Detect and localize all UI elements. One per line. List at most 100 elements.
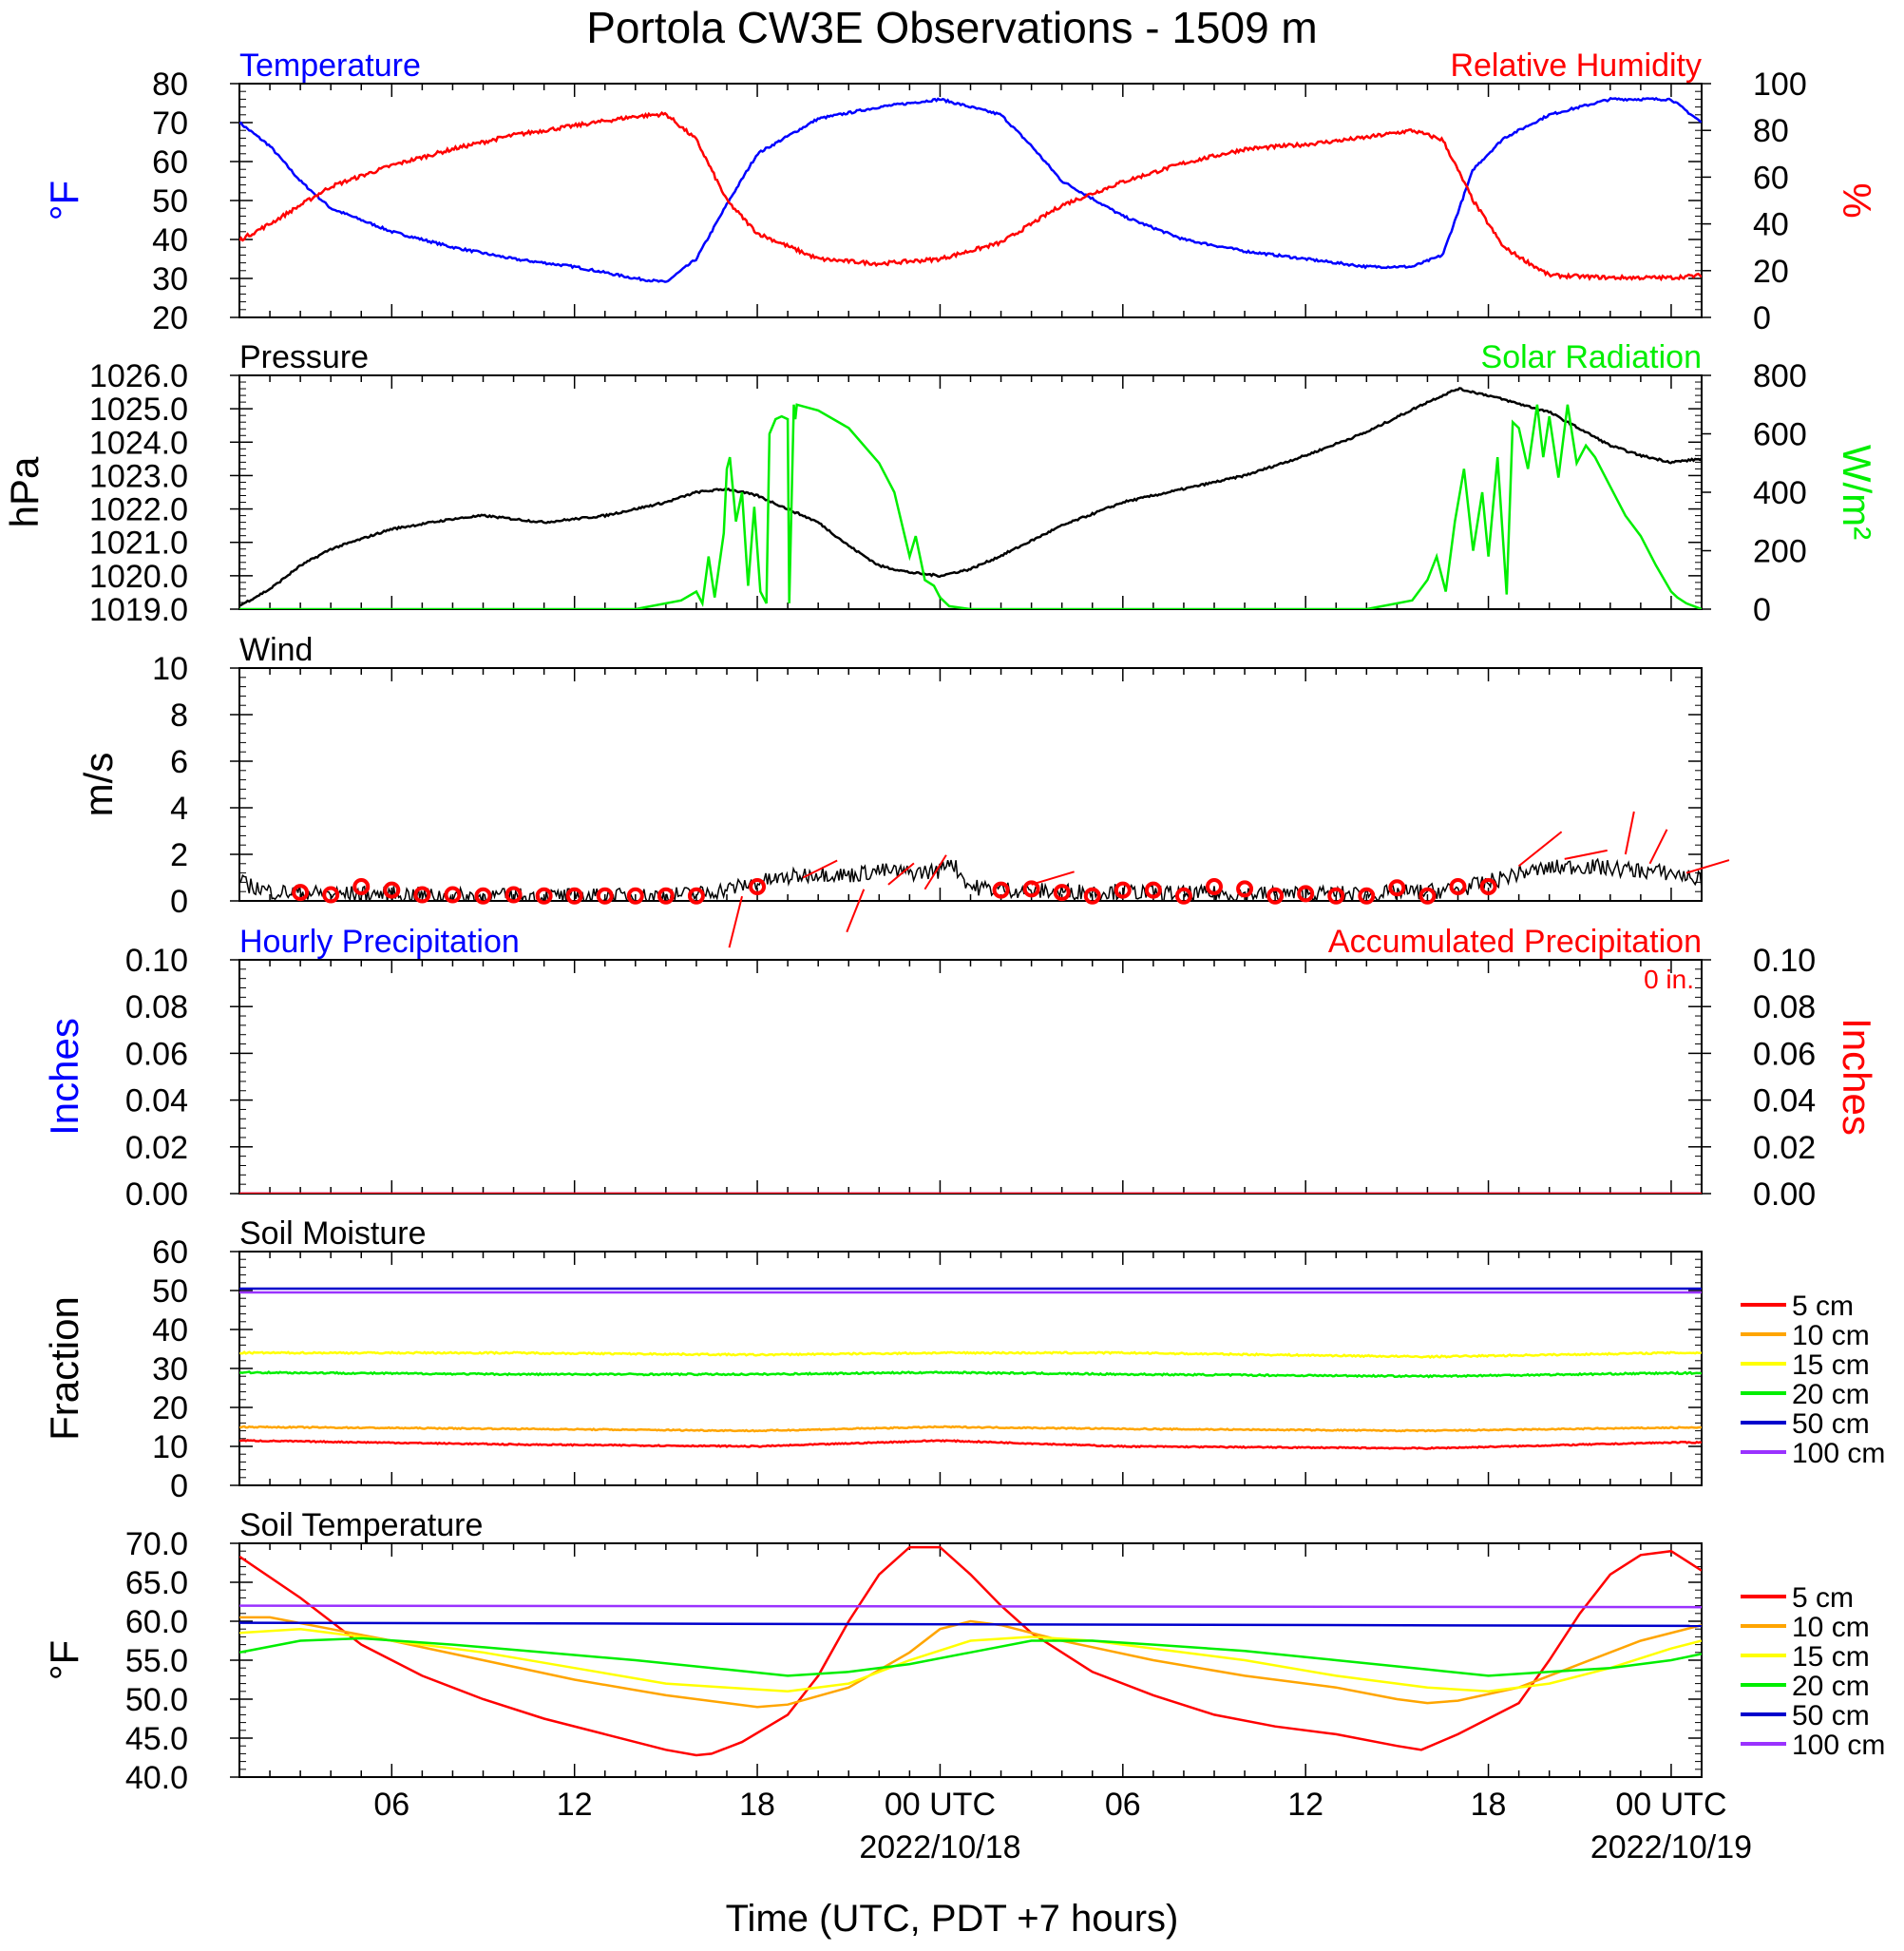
- wind-calm-circle: [992, 881, 1010, 899]
- x-tick-label: 06: [1105, 1787, 1141, 1823]
- wind-calm-circle: [1144, 881, 1162, 899]
- y-tick-label-right: 400: [1753, 475, 1807, 511]
- y-tick-label-left: 1025.0: [89, 392, 188, 428]
- y-tick-label-left: 60: [152, 1234, 188, 1271]
- y-tick-label-left: 0.02: [125, 1130, 188, 1166]
- y-tick-label-left: 1024.0: [89, 425, 188, 461]
- wind-calm-circle: [565, 887, 583, 905]
- x-axis-label: Time (UTC, PDT +7 hours): [726, 1898, 1179, 1940]
- wind-calm-circle: [413, 886, 431, 904]
- wind-calm-circle: [1358, 887, 1376, 905]
- wind-barb: [923, 854, 947, 890]
- wind-calm-circle: [749, 877, 767, 895]
- y-tick-label-left: 55.0: [125, 1643, 188, 1679]
- y-tick-label-left: 70: [152, 105, 188, 142]
- series-line-pressure: [239, 387, 1702, 607]
- wind-barb: [728, 895, 744, 948]
- x-tick-label: 00 UTC: [885, 1787, 996, 1823]
- series-line-100-cm: [239, 1604, 1702, 1609]
- series-line-10-cm: [239, 1425, 1702, 1433]
- wind-barb: [1685, 859, 1730, 874]
- y-tick-label-right: 0: [1753, 300, 1771, 336]
- wind-calm-circle: [1053, 884, 1071, 902]
- series-line-15-cm: [239, 1350, 1702, 1360]
- wind-calm-circle: [1479, 877, 1497, 895]
- y-tick-label-left: 0.04: [125, 1083, 188, 1119]
- y-tick-label-left: 50.0: [125, 1682, 188, 1718]
- panel-frame: [238, 1542, 1703, 1778]
- panel-title-left: Temperature: [239, 48, 421, 84]
- panel-title-left: Soil Moisture: [239, 1215, 427, 1252]
- legend-label: 10 cm: [1792, 1320, 1870, 1351]
- y-tick-label-right: 0: [1753, 592, 1771, 628]
- x-tick-label: 12: [557, 1787, 593, 1823]
- wind-calm-circle: [1174, 887, 1192, 905]
- y-tick-label-right: 0.10: [1753, 943, 1816, 979]
- y-tick-label-right: 0.08: [1753, 989, 1816, 1025]
- y-tick-label-left: 20: [152, 1390, 188, 1426]
- y-axis-label-left: Fraction: [42, 1296, 86, 1441]
- y-axis-label-left: °F: [42, 181, 86, 220]
- panel-title-left: Pressure: [239, 339, 369, 375]
- wind-calm-circle: [1327, 887, 1345, 905]
- y-tick-label-left: 1022.0: [89, 492, 188, 528]
- legend-label: 100 cm: [1792, 1438, 1885, 1469]
- x-tick-label: 12: [1287, 1787, 1323, 1823]
- y-axis-label-right: %: [1835, 182, 1879, 218]
- panel-frame: [238, 667, 1703, 902]
- y-tick-label-left: 4: [170, 791, 188, 827]
- precip-total-annotation: 0 in.: [1644, 965, 1694, 994]
- wind-calm-circle: [444, 886, 462, 904]
- wind-calm-circle: [1297, 885, 1315, 903]
- wind-barb: [846, 889, 866, 933]
- y-tick-label-right: 20: [1753, 254, 1789, 290]
- y-tick-label-left: 8: [170, 698, 188, 734]
- wind-calm-circle: [474, 887, 492, 905]
- y-tick-label-left: 0: [170, 1468, 188, 1504]
- wind-calm-circle: [292, 884, 310, 902]
- y-tick-label-left: 1021.0: [89, 526, 188, 562]
- y-tick-label-left: 10: [152, 651, 188, 687]
- series-line-50-cm: [239, 1621, 1702, 1628]
- y-tick-label-left: 45.0: [125, 1721, 188, 1757]
- wind-barb: [1648, 829, 1668, 865]
- y-tick-label-left: 1026.0: [89, 358, 188, 394]
- y-tick-label-left: 6: [170, 744, 188, 780]
- wind-calm-circle: [596, 887, 614, 905]
- y-tick-label-left: 30: [152, 261, 188, 297]
- y-tick-label-left: 40: [152, 1312, 188, 1348]
- panel-4: 0.00 0.02 0.04 0.06 0.08 0.10 0.00 0.02 0.04 0.06…: [42, 924, 1879, 1213]
- wind-calm-circle: [1236, 880, 1254, 898]
- y-axis-label-right: W/m²: [1835, 445, 1879, 540]
- panel-title-right: Relative Humidity: [1450, 48, 1702, 84]
- y-tick-label-right: 40: [1753, 207, 1789, 243]
- wind-calm-circle: [505, 886, 523, 904]
- y-tick-label-right: 60: [1753, 160, 1789, 196]
- y-tick-label-left: 1023.0: [89, 458, 188, 494]
- y-tick-label-right: 600: [1753, 417, 1807, 453]
- x-tick-label: 06: [373, 1787, 409, 1823]
- series-line-wind: [239, 857, 1702, 901]
- y-tick-label-left: 50: [152, 1273, 188, 1310]
- series-line-20-cm: [239, 1369, 1702, 1379]
- y-tick-label-right: 800: [1753, 358, 1807, 394]
- y-axis-label-left: °F: [42, 1640, 86, 1680]
- wind-calm-circle: [1083, 887, 1101, 905]
- y-tick-label-left: 20: [152, 300, 188, 336]
- wind-calm-circle: [1388, 879, 1406, 897]
- y-tick-label-left: 10: [152, 1429, 188, 1465]
- chart-title: Portola CW3E Observations - 1509 m: [586, 3, 1318, 52]
- y-axis-label-left: m/s: [76, 753, 121, 817]
- wind-barb: [887, 862, 915, 886]
- legend-label: 5 cm: [1792, 1291, 1854, 1322]
- series-line-15-cm: [239, 1627, 1702, 1693]
- x-tick-label: 18: [1471, 1787, 1507, 1823]
- series-line-solar-radiation: [239, 403, 1702, 609]
- wind-calm-circle: [1022, 880, 1040, 898]
- y-axis-label-right: Inches: [1835, 1018, 1879, 1136]
- series-line-5-cm: [239, 1545, 1702, 1757]
- y-tick-label-left: 70.0: [125, 1526, 188, 1562]
- legend-label: 5 cm: [1792, 1582, 1854, 1614]
